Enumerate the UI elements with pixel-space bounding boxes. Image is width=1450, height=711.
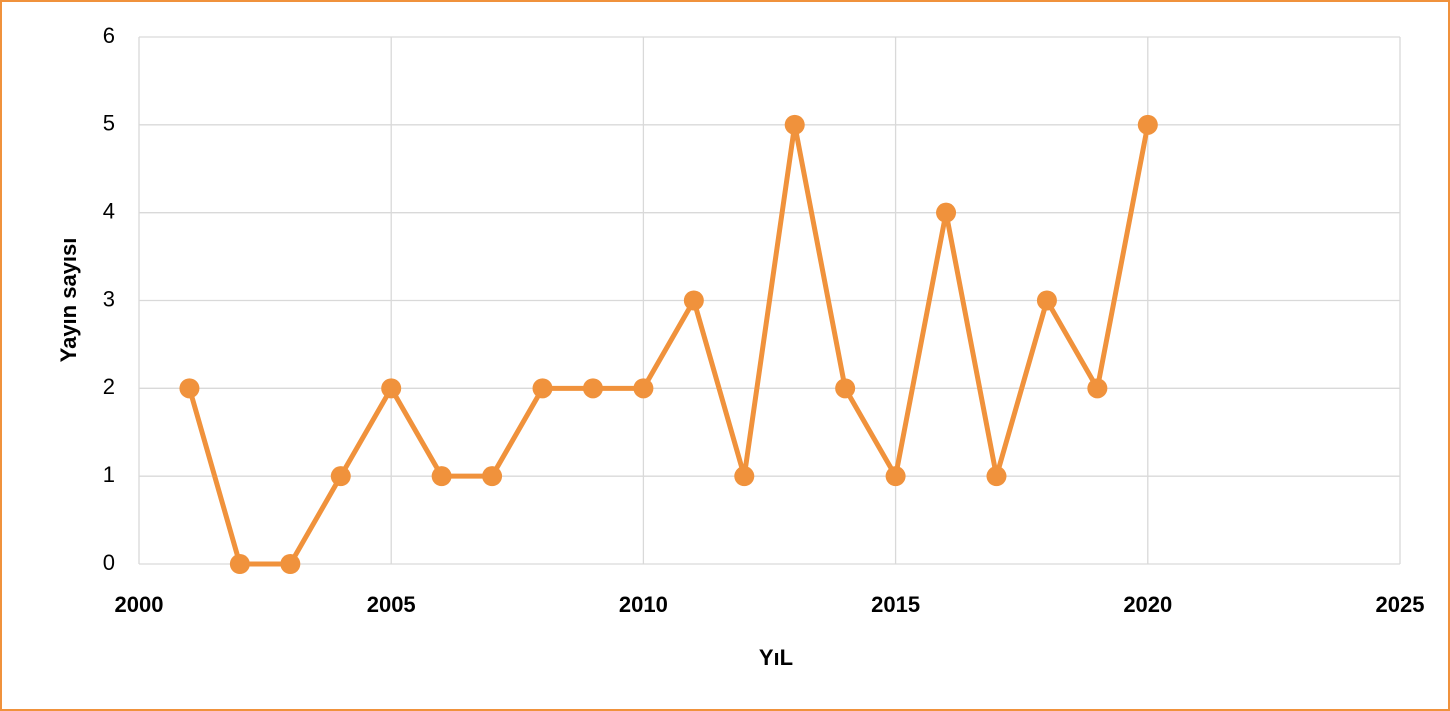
- y-tick-label: 1: [103, 462, 115, 487]
- data-line: [187, 122, 1151, 567]
- data-point: [482, 466, 503, 487]
- data-point: [179, 378, 200, 399]
- y-axis-title: Yayın sayısı: [56, 238, 81, 363]
- data-point: [532, 378, 553, 399]
- data-point: [1087, 378, 1108, 399]
- data-point: [936, 202, 957, 223]
- data-point: [431, 466, 452, 487]
- data-point: [1137, 114, 1158, 135]
- data-point: [734, 466, 755, 487]
- data-point: [1036, 290, 1057, 311]
- data-point: [633, 378, 654, 399]
- x-tick-label: 2015: [871, 592, 920, 617]
- data-point: [885, 466, 906, 487]
- x-tick-label: 2025: [1376, 592, 1425, 617]
- data-point: [381, 378, 402, 399]
- data-point: [582, 378, 603, 399]
- x-tick-label: 2000: [115, 592, 164, 617]
- data-point: [986, 466, 1007, 487]
- data-point: [683, 290, 704, 311]
- y-tick-label: 6: [103, 23, 115, 48]
- y-tick-label: 0: [103, 550, 115, 575]
- data-point: [280, 554, 301, 574]
- y-tick-label: 3: [103, 286, 115, 311]
- y-tick-label: 4: [103, 198, 115, 223]
- data-point: [229, 554, 250, 574]
- x-tick-label: 2010: [619, 592, 668, 617]
- x-axis-title: YıL: [759, 645, 793, 670]
- data-point: [835, 378, 856, 399]
- x-tick-label: 2020: [1123, 592, 1172, 617]
- data-point: [784, 114, 805, 135]
- data-point: [330, 466, 351, 487]
- x-tick-label: 2005: [367, 592, 416, 617]
- y-tick-label: 5: [103, 111, 115, 136]
- y-tick-label: 2: [103, 374, 115, 399]
